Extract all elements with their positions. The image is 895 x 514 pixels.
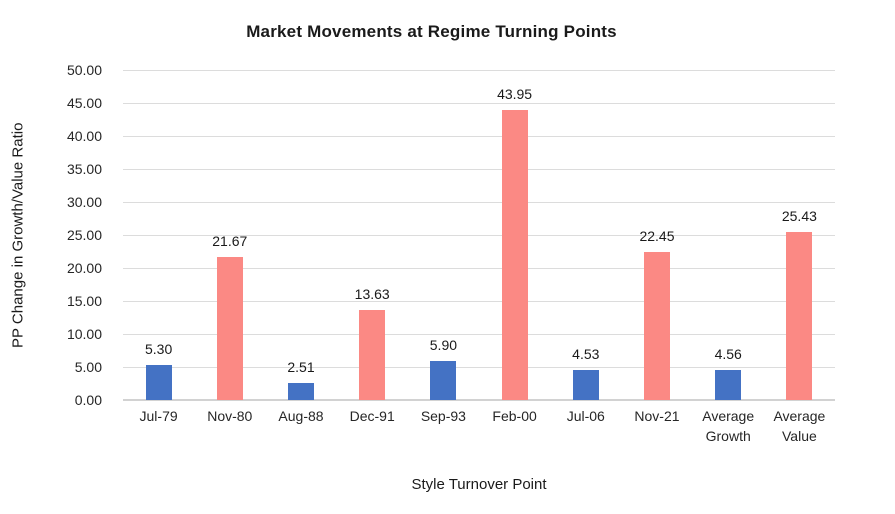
x-tick-label: Nov-80 [207, 408, 253, 424]
x-tick-label: Aug-88 [278, 408, 324, 424]
y-axis-tick-labels: 0.00 5.00 10.00 15.00 20.00 25.00 30.00 35.00 40… [0, 62, 112, 408]
bar-value-label: 25.43 [781, 208, 817, 225]
x-axis-title: Style Turnover Point [411, 476, 547, 493]
gridline [123, 334, 835, 335]
y-tick-label: 30.00 [66, 194, 102, 210]
x-tick-label: Nov-21 [634, 408, 680, 424]
bar-jul-06 [572, 370, 599, 400]
gridline [123, 301, 835, 302]
x-tick-label: Feb-00 [492, 408, 537, 424]
bar-feb-00 [501, 109, 528, 400]
bar-average-growth [715, 369, 742, 400]
y-tick-label: 45.00 [66, 95, 102, 111]
y-tick-label: 15.00 [66, 293, 102, 309]
bar-sep-93 [430, 361, 457, 400]
bar-value-label: 43.95 [497, 85, 533, 102]
chart-title: Market Movements at Regime Turning Point… [246, 22, 617, 41]
x-axis-line [123, 399, 835, 401]
bar-jul-79 [145, 365, 172, 400]
gridline [123, 268, 835, 269]
gridline [123, 169, 835, 170]
y-tick-label: 5.00 [74, 359, 102, 375]
x-tick-label: Dec-91 [349, 408, 395, 424]
gridline [123, 70, 835, 71]
x-tick-label: Sep-93 [420, 408, 466, 424]
bar-value-label: 4.53 [572, 346, 600, 363]
bar-value-label: 13.63 [354, 286, 390, 303]
bar-value-label: 5.30 [144, 341, 173, 358]
gridline [123, 103, 835, 104]
bar-average-value [786, 232, 813, 400]
gridline [123, 367, 835, 368]
bar-value-label: 4.56 [714, 345, 742, 362]
plot-area: 5.30 21.67 2.51 13.63 5.90 43.95 4.53 22.45 4.56… [123, 70, 835, 401]
x-tick-label: Jul-79 [139, 408, 178, 424]
bar-value-label: 5.90 [429, 337, 458, 354]
y-tick-label: 35.00 [66, 161, 102, 177]
y-tick-label: 20.00 [66, 260, 102, 276]
y-tick-label: 25.00 [66, 227, 102, 243]
bar-aug-88 [288, 383, 314, 400]
y-tick-label: 10.00 [66, 326, 102, 342]
bar-value-label: 22.45 [639, 227, 675, 244]
y-tick-label: 40.00 [66, 128, 102, 144]
gridline [123, 136, 835, 137]
y-tick-label: 50.00 [66, 62, 102, 78]
bar-nov-21 [644, 251, 670, 400]
bar-dec-91 [359, 310, 386, 400]
y-tick-label: 0.00 [74, 392, 102, 408]
gridline [123, 235, 835, 236]
x-tick-label: Average Growth [702, 408, 755, 445]
bar-value-label: 2.51 [287, 359, 315, 376]
bar-value-label: 21.67 [212, 232, 248, 249]
gridline [123, 202, 835, 203]
bar-nov-80 [216, 256, 243, 400]
x-tick-label: Jul-06 [566, 408, 605, 424]
x-tick-label: Average Value [773, 408, 826, 445]
